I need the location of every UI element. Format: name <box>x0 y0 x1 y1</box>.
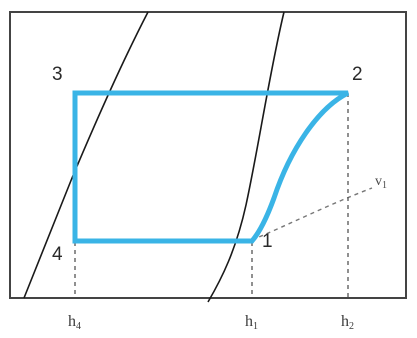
point-4-label: 4 <box>52 244 63 265</box>
saturated-liquid-curve <box>23 11 149 299</box>
h4-axis-label: h4 <box>68 313 81 332</box>
saturated-vapor-curve <box>207 11 285 303</box>
diagram-frame <box>9 11 407 299</box>
h2-axis-label: h2 <box>341 313 354 332</box>
h1-axis-label: h1 <box>245 313 258 332</box>
point-3-label: 3 <box>52 64 63 85</box>
point-1-label: 1 <box>262 231 273 252</box>
refrigeration-cycle-path <box>72 90 350 244</box>
point-2-label: 2 <box>352 64 363 85</box>
isochore-v1-label: v1 <box>375 174 387 191</box>
isochore-v1-line <box>251 187 373 241</box>
